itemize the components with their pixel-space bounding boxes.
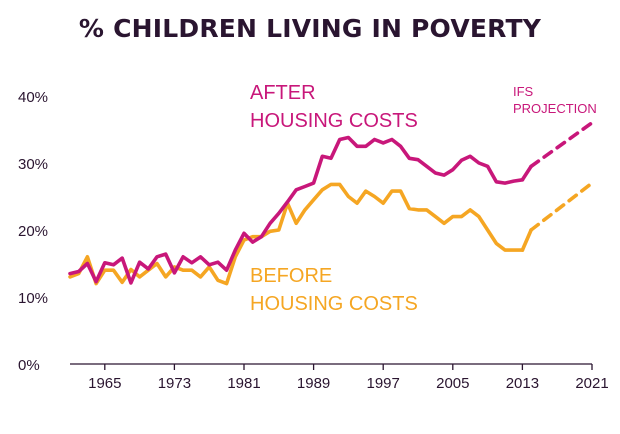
labels-layer: AFTER HOUSING COSTS BEFORE HOUSING COSTS IFS… [250,82,597,315]
y-tick-label: 20% [18,223,48,240]
series-label-after-housing-costs: AFTER [250,82,316,104]
x-tick-label: 1965 [88,375,121,392]
series-label-before-housing-costs: BEFORE [250,265,332,287]
x-tick-label: 1981 [227,375,260,392]
projection-label: PROJECTION [513,101,597,116]
projection-line-after-housing-costs [529,121,594,169]
x-tick-label: 2013 [506,375,539,392]
projection-label: IFS [513,84,534,99]
y-tick-label: 10% [18,290,48,307]
x-tick-label: 1989 [297,375,330,392]
series-label-before-housing-costs: HOUSING COSTS [250,293,418,315]
x-tick-label: 2005 [436,375,469,392]
series-line-before-housing-costs [68,182,525,286]
x-tick-label: 1997 [367,375,400,392]
y-tick-label: 40% [18,89,48,106]
projection-line-before-housing-costs [529,181,594,232]
projection-line-before-housing-costs-join [520,228,533,252]
axes: 0% 10% 20% 30% 40% 1965 1973 1981 1989 1997 2005 20… [18,89,609,392]
projection-line-after-housing-costs-join [520,164,533,182]
x-tick-label: 1973 [158,375,191,392]
y-tick-label: 30% [18,156,48,173]
series-label-after-housing-costs: HOUSING COSTS [250,110,418,132]
series-line-after-housing-costs [68,135,525,285]
y-tick-label: 0% [18,357,40,374]
x-tick-label: 2021 [575,375,608,392]
series-layer [68,121,594,286]
chart-title: % CHILDREN LIVING IN POVERTY [78,14,542,43]
